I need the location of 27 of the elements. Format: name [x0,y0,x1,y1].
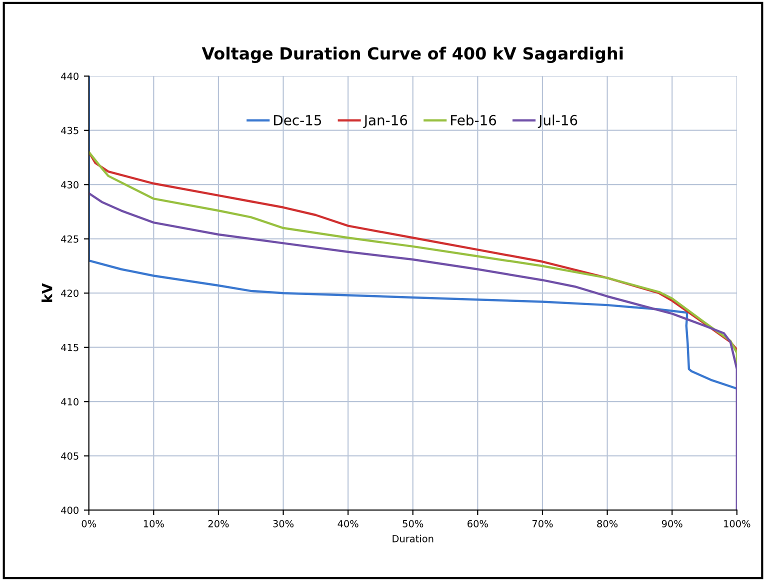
y-tick-label: 435 [61,126,78,134]
y-axis-title: kV [42,283,52,302]
legend-label: Feb-16 [451,114,496,126]
x-tick-label: 100% [724,520,750,528]
legend-label: Jan-16 [363,114,408,128]
y-tick-label: 425 [61,235,78,243]
chart-title: Voltage Duration Curve of 400 kV Sagardighi [202,46,623,64]
x-tick-label: 80% [597,520,618,528]
legend-label: Dec-15 [274,115,322,126]
x-tick-label: 50% [402,520,424,528]
x-tick-label: 20% [208,520,229,528]
x-tick-label: 90% [662,520,682,528]
y-tick-label: 420 [61,290,78,297]
x-tick-label: 40% [338,520,358,528]
y-tick-label: 405 [61,452,78,460]
x-tick-label: 0% [82,520,96,528]
x-tick-label: 60% [468,520,488,528]
x-tick-label: 30% [273,520,294,528]
legend-label: Jul-16 [538,114,578,128]
y-tick-label: 400 [61,506,78,514]
x-tick-label: 10% [144,520,164,528]
y-tick-label: 430 [61,181,78,188]
x-tick-label: 70% [532,520,553,528]
y-tick-label: 440 [61,72,78,80]
y-tick-label: 415 [61,344,78,352]
y-tick-label: 410 [61,398,78,406]
x-axis-title: Duration [392,534,434,542]
